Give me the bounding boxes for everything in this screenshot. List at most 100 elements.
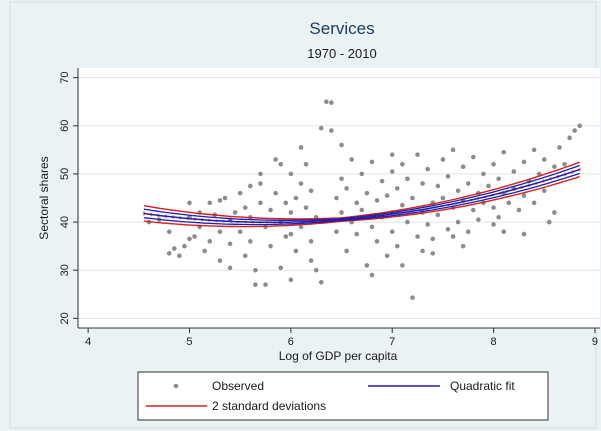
observed-point-161 [227, 265, 233, 271]
observed-point-30 [258, 200, 263, 206]
observed-point-111 [465, 229, 471, 235]
observed-point-154 [460, 243, 466, 249]
legend-observed-label: Observed [212, 379, 264, 393]
observed-point-16 [217, 258, 223, 263]
observed-point-40 [283, 234, 289, 239]
observed-point-70 [364, 263, 370, 268]
observed-point-29 [258, 181, 263, 186]
observed-point-56 [329, 100, 334, 105]
observed-point-61 [339, 210, 344, 215]
observed-point-158 [217, 198, 223, 203]
observed-point-66 [354, 200, 360, 206]
observed-point-53 [313, 267, 319, 273]
observed-point-113 [471, 207, 476, 213]
observed-point-65 [349, 157, 354, 162]
axes: 20 30 40 50 60 70 4 5 6 7 8 9 [59, 68, 600, 348]
observed-point-15 [217, 229, 223, 235]
observed-point-119 [486, 183, 491, 189]
observed-point-47 [298, 224, 304, 230]
observed-point-69 [359, 207, 365, 213]
observed-point-152 [400, 263, 405, 268]
observed-point-142 [567, 135, 572, 141]
observed-point-27 [253, 267, 258, 273]
observed-point-156 [521, 231, 527, 237]
observed-point-114 [471, 154, 476, 160]
observed-point-146 [278, 161, 284, 167]
observed-point-101 [440, 157, 446, 162]
observed-point-139 [552, 164, 557, 170]
observed-point-57 [329, 128, 334, 133]
legend-std-label: 2 standard deviations [212, 399, 326, 413]
observed-point-153 [430, 251, 436, 256]
observed-point-38 [278, 265, 284, 271]
observed-point-103 [445, 226, 451, 232]
observed-point-83 [394, 186, 400, 191]
observed-point-155 [501, 229, 507, 235]
observed-point-44 [293, 195, 299, 201]
legend-quadratic-label: Quadratic fit [450, 379, 515, 393]
observed-point-72 [369, 224, 375, 230]
fit-lower-line [143, 172, 580, 226]
observed-point-86 [400, 202, 405, 208]
observed-point-12 [207, 239, 213, 244]
observed-point-117 [481, 171, 486, 177]
observed-point-95 [425, 222, 430, 227]
y-tick-label-70: 70 [59, 72, 71, 84]
observed-point-134 [531, 200, 537, 206]
observed-point-130 [521, 159, 527, 165]
observed-point-133 [531, 147, 537, 153]
observed-point-39 [283, 200, 289, 206]
observed-point-21 [237, 229, 243, 235]
observed-point-8 [192, 234, 197, 239]
observed-point-20 [232, 210, 238, 215]
observed-point-5 [182, 243, 187, 249]
observed-point-107 [455, 188, 461, 194]
observed-point-36 [273, 190, 278, 196]
x-tick-label-8: 8 [491, 336, 497, 348]
observed-point-125 [501, 149, 507, 155]
observed-point-167 [491, 222, 496, 227]
observed-point-34 [268, 243, 273, 249]
observed-point-74 [374, 198, 380, 203]
observed-point-143 [572, 128, 577, 133]
observed-point-131 [521, 193, 527, 198]
observed-point-129 [516, 207, 522, 213]
observed-point-116 [476, 217, 481, 222]
observed-point-87 [405, 219, 410, 225]
observed-point-121 [491, 205, 496, 210]
observed-point-141 [562, 161, 567, 167]
observed-point-58 [334, 195, 339, 201]
observed-point-43 [288, 277, 294, 283]
observed-point-60 [339, 176, 344, 182]
legend-box [137, 371, 549, 421]
observed-point-88 [405, 176, 410, 182]
observed-point-80 [389, 169, 395, 174]
observed-point-136 [541, 157, 547, 162]
observed-point-71 [364, 190, 370, 196]
x-tick-label-4: 4 [85, 336, 91, 348]
observed-point-28 [253, 282, 258, 287]
observed-point-109 [460, 164, 466, 170]
observed-point-76 [379, 178, 385, 184]
observed-point-149 [248, 183, 253, 189]
observed-point-144 [577, 123, 583, 129]
std-dev-lower-line [143, 175, 580, 228]
observed-point-122 [496, 176, 501, 182]
observed-point-19 [227, 241, 233, 247]
x-tick-label-5: 5 [186, 336, 192, 348]
observed-point-2 [166, 251, 172, 256]
observed-point-126 [506, 200, 512, 206]
observed-point-82 [389, 229, 395, 235]
y-axis-label: Sectoral shares [37, 156, 51, 239]
observed-point-106 [450, 147, 456, 153]
observed-point-99 [435, 183, 441, 189]
observed-point-24 [242, 205, 248, 210]
observed-point-25 [248, 239, 253, 244]
observed-point-102 [440, 195, 446, 201]
plot-area [78, 68, 600, 328]
observed-point-73 [369, 159, 375, 165]
chart-subtitle: 1970 - 2010 [307, 46, 376, 61]
y-tick-label-50: 50 [59, 168, 71, 180]
observed-point-55 [324, 99, 329, 105]
